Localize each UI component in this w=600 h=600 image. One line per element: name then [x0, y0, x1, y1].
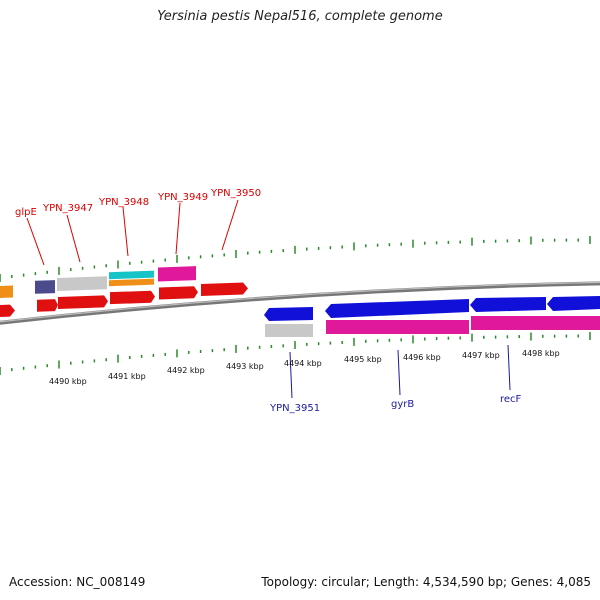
- red-cds[interactable]: [159, 286, 198, 300]
- bottom-label-leaders: [289, 344, 511, 399]
- gene-label-glpe[interactable]: glpE: [15, 207, 37, 218]
- bottom-strand-features: [264, 296, 600, 337]
- top-label-leaders: [26, 199, 239, 266]
- top-strand-features: [0, 266, 248, 317]
- ypn-3947-feature[interactable]: [57, 276, 107, 292]
- accession-text: Accession: NC_008149: [9, 575, 146, 589]
- scale-labels: 4490 kbp 4491 kbp 4492 kbp 4493 kbp 4494…: [49, 349, 560, 386]
- bottom-gene-labels: YPN_3951 gyrB recF: [269, 394, 522, 414]
- gene-label-gyrb[interactable]: gyrB: [391, 399, 414, 410]
- scale-label: 4492 kbp: [167, 366, 205, 375]
- scale-label: 4490 kbp: [49, 377, 87, 386]
- scale-label: 4497 kbp: [462, 351, 500, 360]
- map-title: Yersinia pestis Nepal516, complete genom…: [157, 9, 443, 24]
- genome-backbone: [0, 281, 600, 325]
- glpe-feature[interactable]: [35, 280, 55, 294]
- ypn-3951-feature[interactable]: [265, 324, 313, 337]
- outer-tick-ring: [0, 236, 591, 282]
- gene-label-recf[interactable]: recF: [500, 394, 522, 405]
- ypn-3948-feature-orange[interactable]: [109, 278, 154, 287]
- red-cds[interactable]: [0, 304, 15, 317]
- scale-label: 4493 kbp: [226, 362, 264, 371]
- blue-cds[interactable]: [547, 296, 600, 311]
- scale-label: 4498 kbp: [522, 349, 560, 358]
- gene-label-ypn-3949[interactable]: YPN_3949: [157, 192, 208, 203]
- ypn-3951-cds[interactable]: [264, 307, 313, 321]
- genome-summary-text: Topology: circular; Length: 4,534,590 bp…: [261, 575, 591, 589]
- ypn-3949-feature[interactable]: [158, 266, 196, 282]
- gene-label-ypn-3951[interactable]: YPN_3951: [269, 403, 320, 414]
- top-gene-labels: glpE YPN_3947 YPN_3948 YPN_3949 YPN_3950: [15, 188, 261, 218]
- gene-label-ypn-3950[interactable]: YPN_3950: [210, 188, 261, 199]
- gyrb-feature[interactable]: [326, 320, 469, 334]
- genome-backbone-highlight: [0, 281, 600, 323]
- red-cds[interactable]: [201, 282, 248, 296]
- red-cds[interactable]: [37, 299, 58, 312]
- scale-label: 4491 kbp: [108, 372, 146, 381]
- scale-label: 4496 kbp: [403, 353, 441, 362]
- red-cds[interactable]: [110, 290, 155, 305]
- scale-label: 4494 kbp: [284, 359, 322, 368]
- gene-label-ypn-3948[interactable]: YPN_3948: [98, 197, 149, 208]
- gyrb-cds[interactable]: [325, 299, 469, 318]
- recf-cds[interactable]: [470, 297, 546, 312]
- ypn-3948-feature-cyan[interactable]: [109, 270, 154, 280]
- inner-tick-ring: [0, 332, 591, 375]
- red-cds[interactable]: [58, 295, 108, 309]
- scale-label: 4495 kbp: [344, 355, 382, 364]
- orange-feature-edge[interactable]: [0, 285, 13, 298]
- gene-label-ypn-3947[interactable]: YPN_3947: [42, 203, 93, 214]
- recf-feature[interactable]: [471, 316, 600, 330]
